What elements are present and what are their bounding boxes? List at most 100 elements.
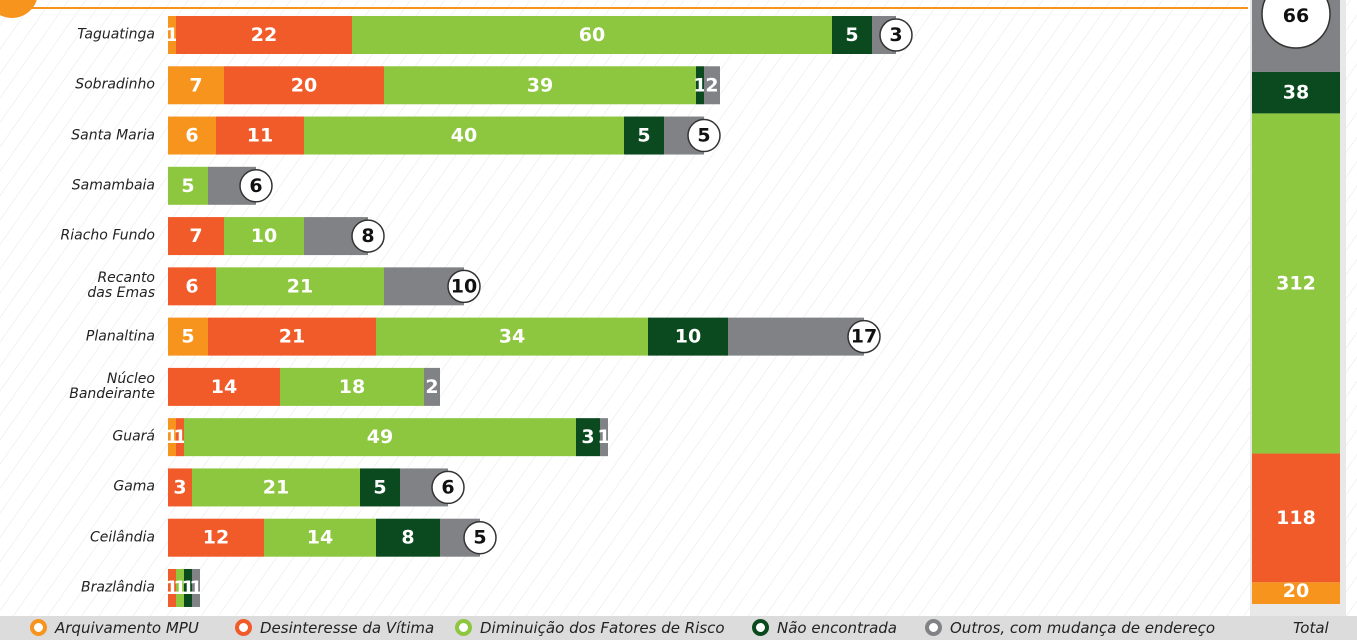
total-segment — [1252, 71, 1340, 114]
category-label: Santa Maria — [71, 127, 155, 144]
bar-segment — [192, 568, 200, 607]
legend-marker — [925, 619, 942, 636]
bar-segment — [168, 518, 264, 557]
data-label: 18 — [339, 376, 365, 398]
legend-item: Desinteresse da Vítima — [235, 619, 434, 637]
total-label: 20 — [1283, 580, 1309, 602]
bar-segment — [704, 66, 720, 105]
data-label: 7 — [189, 74, 202, 96]
data-label: 2 — [705, 74, 718, 96]
data-label: 1 — [189, 577, 202, 599]
data-label: 1 — [597, 426, 610, 448]
data-label: 17 — [851, 326, 877, 348]
data-label: 3 — [173, 476, 186, 498]
data-label: 3 — [581, 426, 594, 448]
legend-marker — [235, 619, 252, 636]
data-label: 6 — [441, 476, 454, 498]
category-label: Gama — [113, 478, 155, 495]
bar-segment — [280, 367, 424, 406]
legend-label: Desinteresse da Vítima — [260, 619, 435, 637]
bar-segment — [224, 217, 304, 256]
bar-segment — [192, 468, 360, 507]
bar-segment — [168, 66, 224, 105]
data-label: 6 — [185, 125, 198, 147]
legend-item: Não encontrada — [752, 619, 897, 637]
data-label: 1 — [181, 577, 194, 599]
bar-segment — [264, 518, 376, 557]
total-segment — [1252, 113, 1340, 454]
data-label: 14 — [307, 527, 333, 549]
bar-segment — [176, 418, 184, 457]
category-label: Guará — [112, 428, 155, 445]
bar-segment — [648, 317, 728, 356]
bar-segment — [600, 418, 608, 457]
category-label: Taguatinga — [77, 26, 155, 43]
legend-label: Outros, com mudança de endereço — [950, 619, 1216, 637]
total-label: 118 — [1276, 507, 1316, 529]
data-label: 1 — [693, 74, 706, 96]
category-label: Recanto das Emas — [87, 270, 155, 302]
data-label: 1 — [165, 577, 178, 599]
bar-segment — [168, 568, 176, 607]
legend-marker — [30, 619, 47, 636]
bar-segment — [216, 116, 304, 155]
legend-marker — [455, 619, 472, 636]
data-label: 5 — [845, 24, 858, 46]
legend-item: Outros, com mudança de endereço — [925, 619, 1215, 637]
data-label: 21 — [279, 326, 305, 348]
data-label: 8 — [401, 527, 414, 549]
bar-segment — [168, 418, 176, 457]
bar-segment — [376, 518, 440, 557]
data-label: 10 — [251, 225, 277, 247]
bar-segment — [576, 418, 600, 457]
bar-segment — [624, 116, 664, 155]
category-label: Samambaia — [71, 177, 155, 194]
bar-segment — [176, 16, 352, 54]
label-badge — [351, 219, 385, 253]
bar-segment — [168, 16, 176, 54]
data-label: 1 — [173, 577, 186, 599]
data-label: 6 — [185, 275, 198, 297]
data-label: 34 — [499, 326, 525, 348]
category-label: Núcleo Bandeirante — [69, 370, 155, 402]
category-label: Ceilândia — [90, 529, 155, 546]
bar-segment — [184, 568, 192, 607]
total-label: 38 — [1283, 82, 1309, 104]
bar-segment — [168, 267, 216, 306]
label-badge — [879, 18, 913, 52]
data-label: 22 — [251, 24, 277, 46]
data-label: 11 — [247, 125, 273, 147]
legend-label: Não encontrada — [777, 619, 897, 637]
total-label: 66 — [1283, 5, 1309, 27]
data-label: 21 — [263, 476, 289, 498]
label-badge — [239, 169, 273, 203]
total-segment — [1252, 582, 1340, 604]
data-label: 2 — [425, 376, 438, 398]
bar-segment — [304, 116, 624, 155]
data-label: 10 — [451, 275, 477, 297]
bar-segment — [384, 66, 696, 105]
bar-segment — [360, 468, 400, 507]
label-badge — [687, 118, 721, 153]
bar-segment — [184, 418, 576, 457]
data-label: 1 — [165, 24, 178, 46]
legend-item: Arquivamento MPU — [30, 619, 199, 637]
bar-segment — [168, 217, 224, 256]
data-label: 6 — [249, 175, 262, 197]
bar-segment — [168, 317, 208, 356]
bar-segment — [832, 16, 872, 54]
bar-segment — [168, 116, 216, 155]
data-label: 3 — [889, 24, 902, 46]
data-label: 1 — [165, 426, 178, 448]
bar-segment — [176, 568, 184, 607]
bar-segment — [696, 66, 704, 105]
corner-badge — [0, 0, 37, 18]
bar-segment — [352, 16, 832, 54]
label-badge — [431, 470, 465, 505]
data-label: 14 — [211, 376, 237, 398]
total-segment — [1252, 453, 1340, 583]
data-label: 5 — [697, 125, 710, 147]
legend-label: Diminuição dos Fatores de Risco — [480, 619, 725, 637]
